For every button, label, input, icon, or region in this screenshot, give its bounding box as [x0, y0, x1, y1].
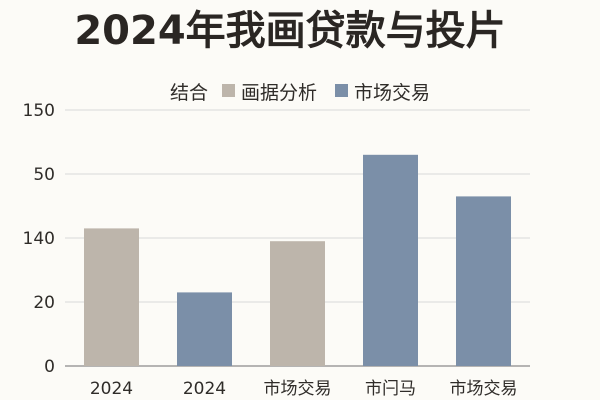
bars: [84, 154, 511, 366]
bar: [270, 241, 325, 366]
chart-title: 2024年我画贷款与投片: [74, 8, 505, 54]
legend-swatch-0: [222, 84, 235, 97]
legend-label-0: 画据分析: [241, 82, 317, 104]
legend-label-1: 市场交易: [354, 82, 430, 104]
bar: [177, 292, 232, 366]
y-tick-label: 20: [33, 293, 55, 313]
x-axis: 2024 2024 市场交易 市闩马 市场交易: [90, 379, 518, 399]
legend-swatch-1: [335, 84, 348, 97]
y-tick-label: 0: [44, 357, 55, 377]
x-tick-label: 市场交易: [264, 379, 332, 399]
y-tick-label: 140: [23, 229, 55, 249]
y-tick-label: 50: [33, 165, 55, 185]
x-tick-label: 2024: [183, 379, 226, 399]
x-tick-label: 2024: [90, 379, 133, 399]
legend-title: 结合: [170, 82, 208, 104]
x-tick-label: 市场交易: [450, 379, 518, 399]
y-axis: 0 20 140 50 150: [23, 101, 55, 377]
bar: [84, 228, 139, 366]
bar: [456, 196, 511, 366]
bar: [363, 154, 418, 366]
legend: 结合 画据分析 市场交易: [170, 82, 430, 104]
x-tick-label: 市闩马: [365, 379, 416, 399]
y-tick-label: 150: [23, 101, 55, 121]
